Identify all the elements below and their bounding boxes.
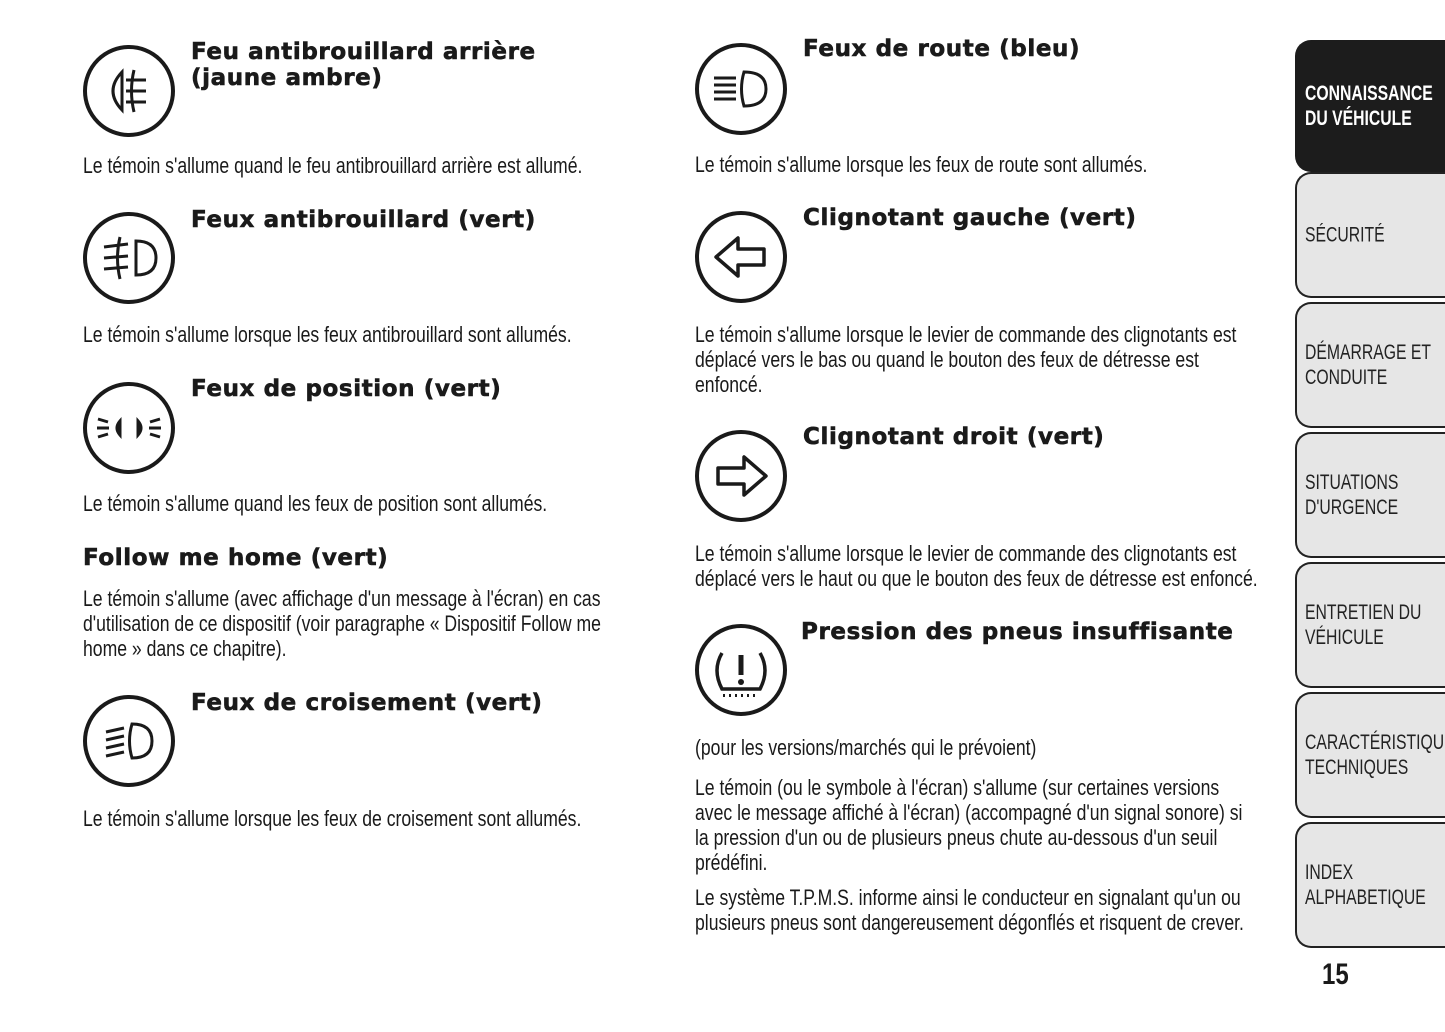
rear-fog-title: Feu antibrouillard arrière (jaune ambre) <box>191 39 536 92</box>
follow-me-home-text: Le témoin s'allume (avec affichage d'un … <box>83 586 601 661</box>
tab-entretien-du-vehicule[interactable]: ENTRETIEN DU VÉHICULE <box>1295 562 1445 688</box>
left-turn-text: Le témoin s'allume lorsque le levier de … <box>695 322 1237 397</box>
tab-label: DÉMARRAGE ET CONDUITE <box>1305 341 1432 389</box>
follow-me-home-title: Follow me home (vert) <box>83 545 389 572</box>
tab-label: CONNAISSANCE DU VÉHICULE <box>1305 82 1433 130</box>
tab-label: SITUATIONS D'URGENCE <box>1305 471 1399 519</box>
tab-situations-d-urgence[interactable]: SITUATIONS D'URGENCE <box>1295 432 1445 558</box>
high-beam-title: Feux de route (bleu) <box>803 36 1081 63</box>
low-beam-icon <box>83 695 175 787</box>
front-fog-light-icon <box>83 212 175 304</box>
front-fog-text: Le témoin s'allume lorsque les feux anti… <box>83 322 572 347</box>
tire-pressure-title: Pression des pneus insuffisante <box>801 619 1234 646</box>
right-turn-text: Le témoin s'allume lorsque le levier de … <box>695 541 1258 591</box>
rear-fog-light-icon <box>83 45 175 137</box>
tab-label: SÉCURITÉ <box>1305 223 1385 247</box>
high-beam-text: Le témoin s'allume lorsque les feux de r… <box>695 152 1148 177</box>
tire-pressure-text: Le témoin (ou le symbole à l'écran) s'al… <box>695 775 1243 875</box>
tab-label: ENTRETIEN DU VÉHICULE <box>1305 601 1422 649</box>
rear-fog-text: Le témoin s'allume quand le feu antibrou… <box>83 153 583 178</box>
tab-label: CARACTÉRISTIQUESTECHNIQUES <box>1305 731 1445 779</box>
right-turn-arrow-icon <box>695 430 787 522</box>
tab-connaissance-du-vehicule[interactable]: CONNAISSANCE DU VÉHICULE <box>1295 40 1445 172</box>
left-turn-title: Clignotant gauche (vert) <box>803 205 1137 232</box>
tab-caracteristiques-techniques[interactable]: CARACTÉRISTIQUESTECHNIQUES <box>1295 692 1445 818</box>
tab-index-alphabetique[interactable]: INDEX ALPHABETIQUE <box>1295 822 1445 948</box>
high-beam-icon <box>695 43 787 135</box>
tpms-text: Le système T.P.M.S. informe ainsi le con… <box>695 885 1244 935</box>
low-beam-title: Feux de croisement (vert) <box>191 690 543 717</box>
low-beam-text: Le témoin s'allume lorsque les feux de c… <box>83 806 582 831</box>
tab-securite[interactable]: SÉCURITÉ <box>1295 172 1445 298</box>
tab-label: INDEX ALPHABETIQUE <box>1305 861 1426 909</box>
position-lights-icon <box>83 382 175 474</box>
right-turn-title: Clignotant droit (vert) <box>803 424 1105 451</box>
left-turn-arrow-icon <box>695 211 787 303</box>
position-lights-text: Le témoin s'allume quand les feux de pos… <box>83 491 548 516</box>
tire-pressure-warning-icon <box>695 624 787 716</box>
page-number: 15 <box>1322 958 1349 991</box>
front-fog-title: Feux antibrouillard (vert) <box>191 207 536 234</box>
tab-demarrage-et-conduite[interactable]: DÉMARRAGE ET CONDUITE <box>1295 302 1445 428</box>
tire-pressure-availability: (pour les versions/marchés qui le prévoi… <box>695 735 1037 760</box>
position-lights-title: Feux de position (vert) <box>191 376 502 403</box>
